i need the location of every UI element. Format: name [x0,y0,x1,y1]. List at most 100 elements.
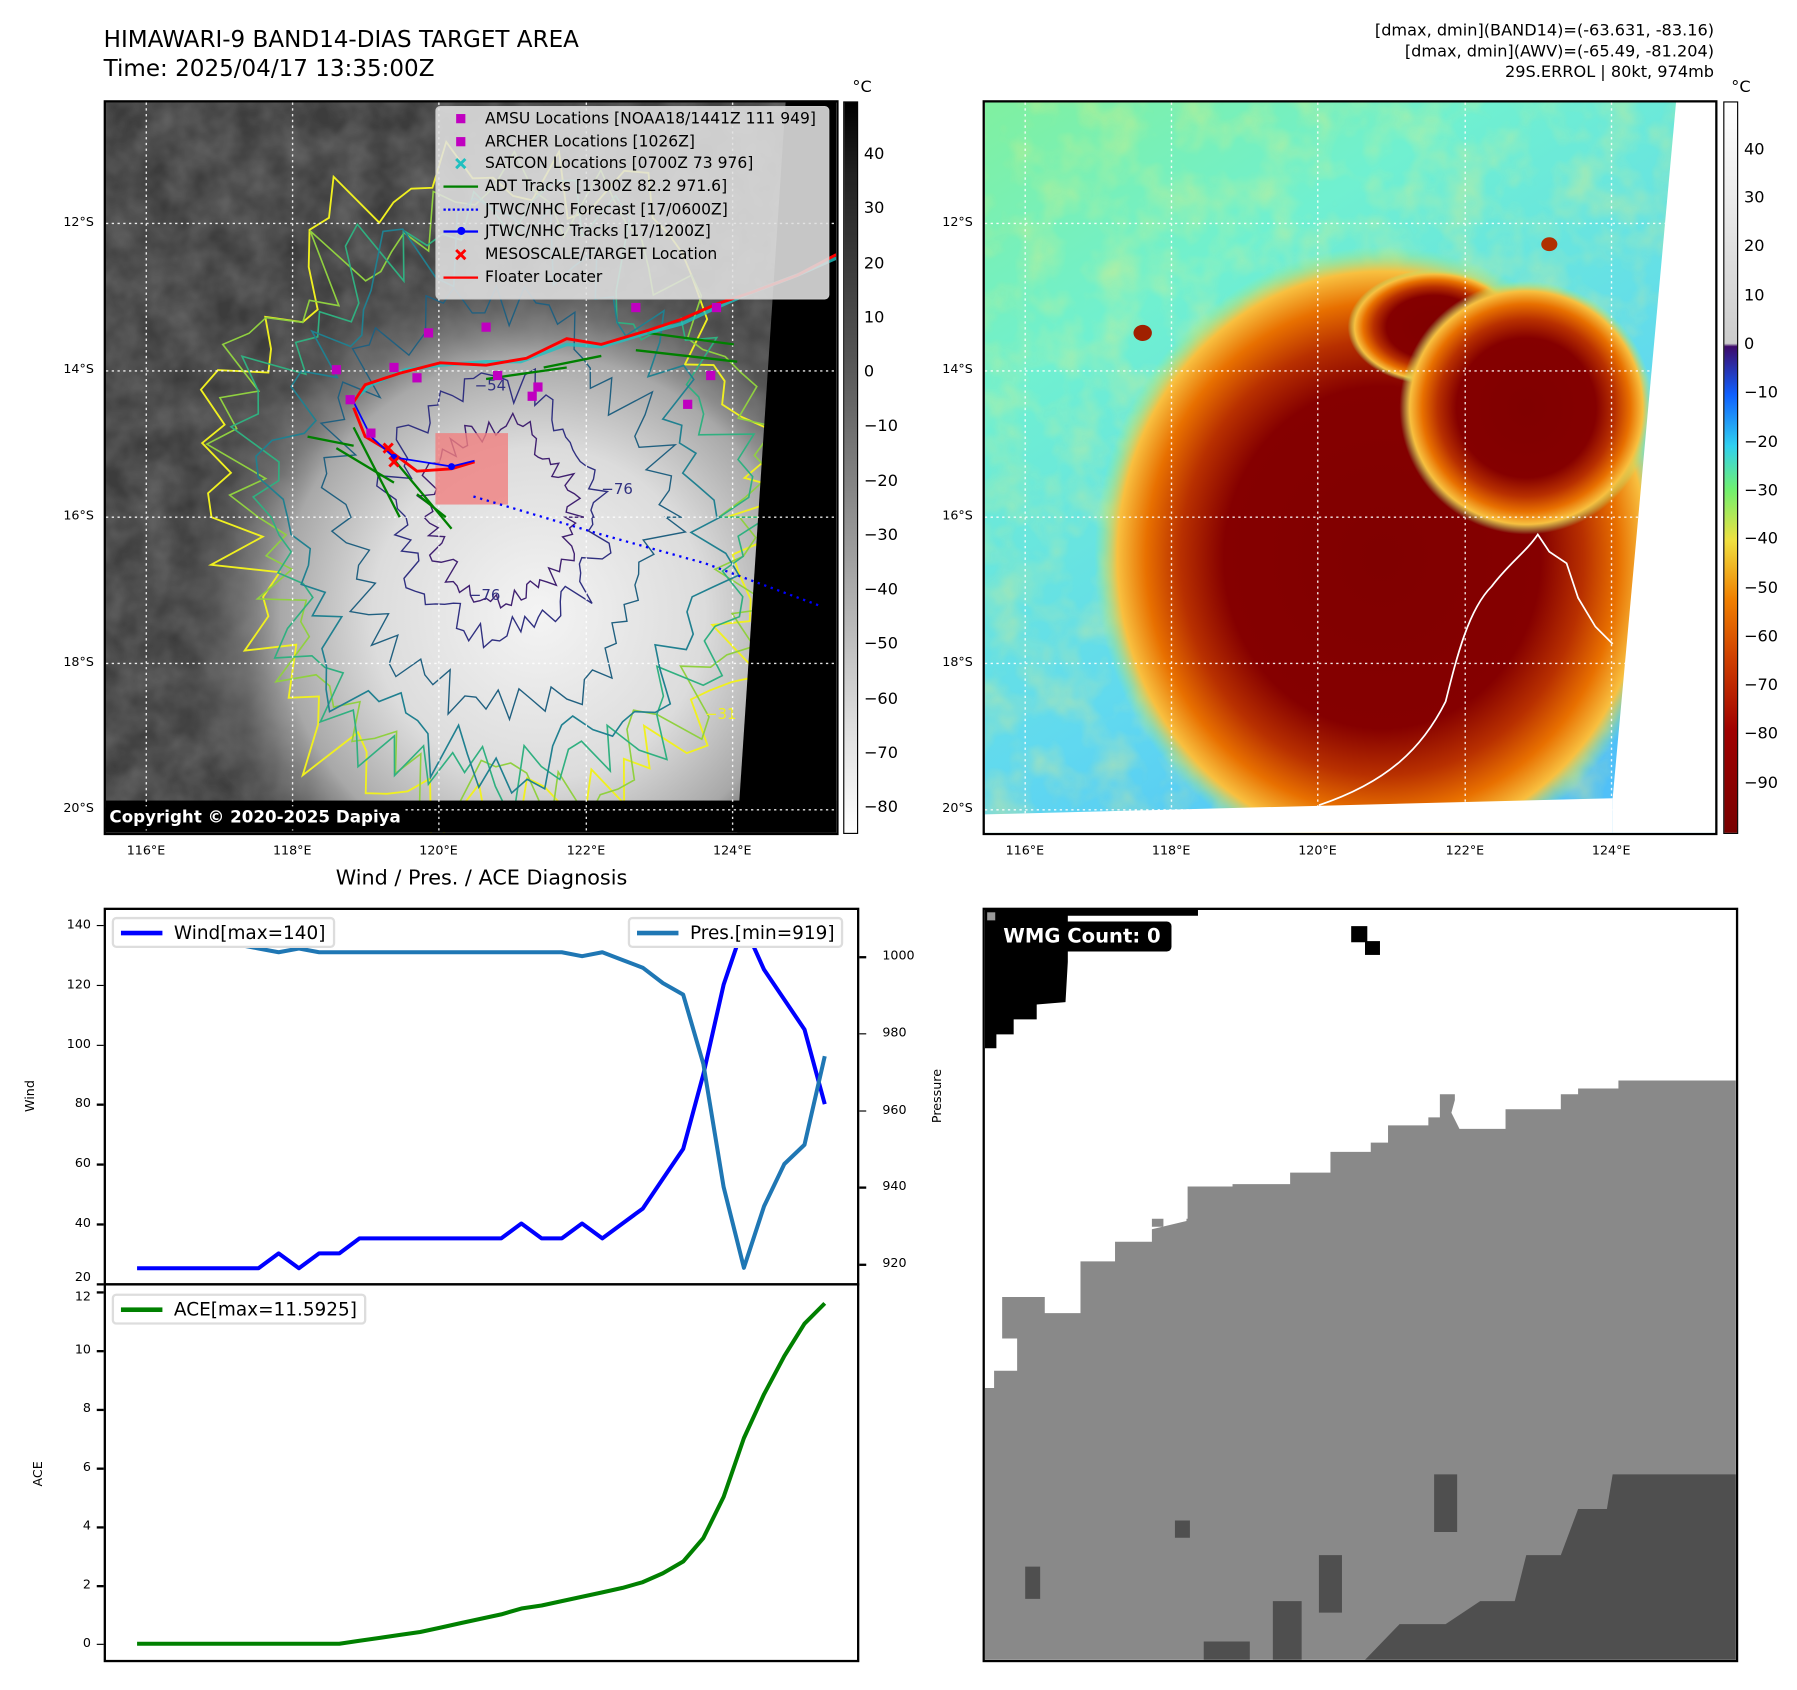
red-x-icon [437,248,485,261]
amsu-archer-marker [331,365,341,375]
amsu-archer-marker [527,391,537,401]
right-axis-tick [859,1110,867,1112]
wmg-map [984,910,1736,1660]
wind-legend: Wind[max=140] [111,916,335,949]
diagnosis-title: Wind / Pres. / ACE Diagnosis [335,866,628,891]
lon-tick-label: 116°E [126,843,166,859]
dias-colorbar [1723,101,1739,834]
dias-colorbar-tick: 40 [1743,140,1765,159]
wmg-panel [982,907,1739,1663]
amsu-archer-marker [345,395,355,405]
ir-colorbar-tick: 30 [863,199,885,218]
contour-label: −76 [469,586,501,604]
dias-colorbar-tick: −80 [1743,724,1779,744]
pressure-legend-label: Pres.[min=919] [689,921,835,944]
map-legend: AMSU Locations [NOAA18/1441Z 111 949] ARC… [435,105,830,300]
dias-colorbar-tick: −90 [1743,773,1779,793]
ir-colorbar-tick: 0 [863,362,875,382]
right-axis-tick [859,1263,867,1266]
amsu-archer-marker [412,373,422,383]
lon-tick-label: 118°E [1151,843,1191,859]
ace-legend: ACE[max=11.5925] [111,1293,367,1325]
green-line-icon [437,185,485,188]
series-line-pres [136,919,827,1270]
ir-colorbar-tick: −70 [863,743,898,763]
left-axis-tick [96,1283,104,1285]
legend-entry: JTWC/NHC Forecast [17/0600Z] [437,198,829,221]
ir-colorbar-tick: −40 [863,580,898,599]
jtwc-forecast-line [473,495,821,607]
left-axis-tick [96,1291,104,1294]
left-axis-tick [96,1467,104,1470]
lat-tick-label: 20°S [63,800,94,816]
left-axis-tick [96,984,104,987]
amsu-archer-marker [683,399,693,409]
pressure-axis-label: Pressure [929,1068,945,1124]
right-axis-tick [859,956,867,958]
dias-colorbar-tick: −60 [1743,627,1779,646]
dias-colorbar-tick: −70 [1743,676,1779,695]
dias-colorbar-unit: °C [1731,78,1751,97]
contour-label: −31 [705,705,737,723]
adt-track [416,493,447,519]
amsu-archer-marker [481,322,491,332]
series-line-wind [137,922,827,1271]
right-axis-tick-label: 1000 [882,948,915,964]
dias-colorbar-tick: 30 [1743,189,1765,208]
dias-colorbar-tick: −10 [1743,383,1779,403]
lat-tick-label: 16°S [942,507,973,523]
dias-colorbar-tick: −30 [1743,481,1779,500]
dias-colorbar-tick: 10 [1743,286,1765,305]
mesoscale-target-marker [388,456,400,468]
legend-entry: MESOSCALE/TARGET Location [437,243,829,266]
legend-label: AMSU Locations [NOAA18/1441Z 111 949] [484,109,816,128]
stat-band14: [dmax, dmin](BAND14)=(-63.631, -83.16) [1374,21,1715,41]
left-axis-tick-label: 4 [82,1518,92,1534]
legend-label: SATCON Locations [0700Z 73 976] [484,154,754,174]
lon-tick-label: 120°E [1298,843,1337,859]
lat-tick-label: 20°S [942,800,973,816]
amsu-archer-marker [389,362,399,373]
left-axis-tick [96,1104,104,1106]
magenta-square-icon [437,136,485,146]
ace-axis-label: ACE [30,1461,46,1487]
right-axis-tick-label: 940 [882,1178,907,1194]
legend-entry: SATCON Locations [0700Z 73 976] [437,152,829,175]
lat-tick-label: 18°S [942,654,973,670]
legend-label: ARCHER Locations [1026Z] [484,131,695,151]
ir-colorbar-unit: °C [852,78,872,97]
legend-entry: ARCHER Locations [1026Z] [437,130,829,153]
ir-colorbar-tick: −80 [863,798,898,817]
contour-label: −76 [601,480,633,498]
right-axis-tick [859,1187,867,1189]
temperature-contour [255,197,740,795]
lat-tick-label: 14°S [942,361,973,377]
dias-map [984,102,1716,833]
amsu-archer-marker [711,302,722,313]
wind-pressure-plot [103,907,860,1286]
amsu-archer-marker [706,370,716,381]
red-line-icon [437,276,485,279]
wind-pressure-svg [136,919,827,1271]
left-axis-tick-label: 40 [74,1215,92,1231]
ir-colorbar-tick: −10 [863,417,898,436]
pressure-legend-line [637,930,679,935]
pressure-legend: Pres.[min=919] [627,916,844,949]
ace-plot [103,1283,860,1663]
dias-colorbar-tick: 0 [1743,335,1755,354]
legend-entry: AMSU Locations [NOAA18/1441Z 111 949] [437,107,829,130]
right-axis-tick [859,1033,867,1035]
dias-colorbar-tick: −40 [1743,530,1779,549]
series-line-ace [137,1301,827,1646]
left-axis-tick-label: 12 [74,1289,92,1305]
time-line: Time: 2025/04/17 13:35:00Z [103,54,435,82]
left-axis-tick [96,1163,104,1166]
left-axis-tick-label: 10 [74,1342,92,1358]
copyright-label: Copyright © 2020-2025 Dapiya [104,806,406,830]
ir-colorbar-tick: −60 [863,689,898,708]
ir-colorbar [843,101,859,834]
right-axis-tick-label: 980 [882,1025,907,1041]
legend-label: ADT Tracks [1300Z 82.2 971.6] [484,177,728,196]
ir-colorbar-tick: 20 [863,253,885,273]
